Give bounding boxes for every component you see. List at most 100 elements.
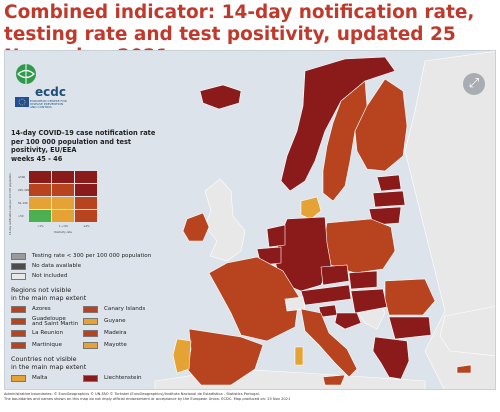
ecdc-logo [15,63,67,109]
legend-swatch [83,318,98,326]
matrix-cell [52,171,74,184]
legend-item: La Reunion [11,329,83,338]
map-region-france [208,256,300,342]
matrix-col-labels: <1% 1–<4% ≥4% [29,225,98,228]
legend-swatch [11,306,26,314]
matrix-grid [29,171,97,223]
countries-legend: Malta Liechtenstein [11,374,161,383]
map-region-romania [384,278,436,316]
legend-item: Testing rate < 300 per 100 000 populatio… [11,251,161,261]
legend-swatch [11,262,26,270]
logo-subtext: EUROPEAN CENTRE FOR DISEASE PREVENTION A… [30,99,67,109]
matrix-row-labels: ≥500 200–499 50–199 <50 [18,171,29,223]
map-region-uk [204,178,246,262]
legend-swatch [11,272,26,280]
countries-title: Countries not visible in the main map ex… [11,355,87,372]
map-panel[interactable]: ecdc EUROPEAN CENTRE FOR DISEASE PREVENT… [4,50,496,390]
legend-item: Martinique [11,341,83,350]
matrix-cell [29,210,51,223]
map-region-switzerland [284,296,306,312]
status-legend: Testing rate < 300 per 100 000 populatio… [11,251,161,281]
matrix-col-label: 1–<4% [58,225,69,229]
map-region-denmark [300,196,322,220]
map-region-norway [280,56,396,192]
eu-flag-icon [15,97,29,107]
legend-label: Liechtenstein [104,375,142,382]
matrix-col-label: <1% [37,225,44,229]
regions-legend: Azores Canary Islands Guadeloupe and Saint… [11,305,161,350]
matrix-cell [75,184,97,197]
map-region-slovakia [348,270,378,290]
map-region-iceland [199,84,242,110]
legend-swatch [83,330,98,338]
legend-label: Testing rate < 300 per 100 000 populatio… [32,252,152,259]
legend-swatch [11,375,26,383]
matrix-row-label: 50–199 [18,202,28,206]
legend-item: Madeira [83,329,155,338]
legend-title: 14-day COVID-19 case notification rate p… [11,129,156,163]
matrix-y-axis-label: 14-day notification rate per 100 000 pop… [9,173,12,236]
legend-label: Guyane [104,318,126,325]
map-region-italy [300,308,358,378]
matrix-cell [29,197,51,210]
legend-item: Canary Islands [83,305,155,314]
combined-indicator-matrix: 14-day notification rate per 100 000 pop… [9,167,161,251]
legend-label: Not included [32,272,68,279]
map-region-turkey [439,306,495,357]
legend-label: No data available [32,262,82,269]
matrix-col-label: ≥4% [83,225,90,229]
map-region-netherlands [266,224,286,248]
matrix-x-axis-label: Positivity rate [54,231,72,235]
ecdc-globe-icon [16,64,36,84]
map-region-bulgaria [388,316,432,340]
legend-label: Malta [32,375,48,382]
matrix-row-label: 200–499 [18,189,30,193]
regions-title: Regions not visible in the main map exte… [11,286,87,303]
legend-item: No data available [11,261,161,271]
map-region-non-eu-east [404,51,495,389]
map-region-cyprus [456,364,472,374]
legend-label: Madeira [104,330,127,337]
expand-button[interactable]: ⤢ [463,73,485,95]
map-region-sweden [322,80,368,202]
map-region-czechia [320,264,350,286]
matrix-cell [52,210,74,223]
matrix-cell [52,197,74,210]
legend-item: Guadeloupe and Saint Martin [11,315,83,327]
legend-swatch [83,375,98,383]
map-region-sicily [322,374,346,386]
map-region-estonia [376,174,402,192]
logo-text: ecdc [35,85,66,99]
matrix-cell [75,210,97,223]
legend-swatch [11,252,26,260]
legend-item: Liechtenstein [83,374,155,383]
legend-label: Martinique [32,342,62,349]
map-footer-attribution: Administrative boundaries: © EuroGeograp… [4,392,291,401]
legend-item: Azores [11,305,83,314]
legend-item: Mayotte [83,341,155,350]
europe-map[interactable] [5,51,496,390]
legend-item: Malta [11,374,83,383]
legend-swatch [83,306,98,314]
legend-swatch [83,342,98,350]
map-region-ireland [182,212,210,242]
map-region-finland [354,78,408,172]
matrix-cell [75,171,97,184]
matrix-row-label: ≥500 [18,176,26,180]
map-region-croatia [334,312,362,330]
matrix-cell [75,197,97,210]
legend-label: Guadeloupe and Saint Martin [32,315,79,327]
matrix-cell [29,171,51,184]
legend-label: La Reunion [32,330,64,337]
legend-label: Canary Islands [104,306,146,313]
map-region-poland [322,218,396,274]
legend-swatch [11,342,26,350]
legend-label: Azores [32,306,51,313]
map-region-latvia [372,190,406,208]
legend-swatch [11,330,26,338]
legend-item: Guyane [83,317,155,326]
matrix-row-label: <50 [18,215,24,219]
legend-label: Mayotte [104,342,127,349]
map-region-greece [372,336,410,380]
map-region-portugal [172,338,192,374]
